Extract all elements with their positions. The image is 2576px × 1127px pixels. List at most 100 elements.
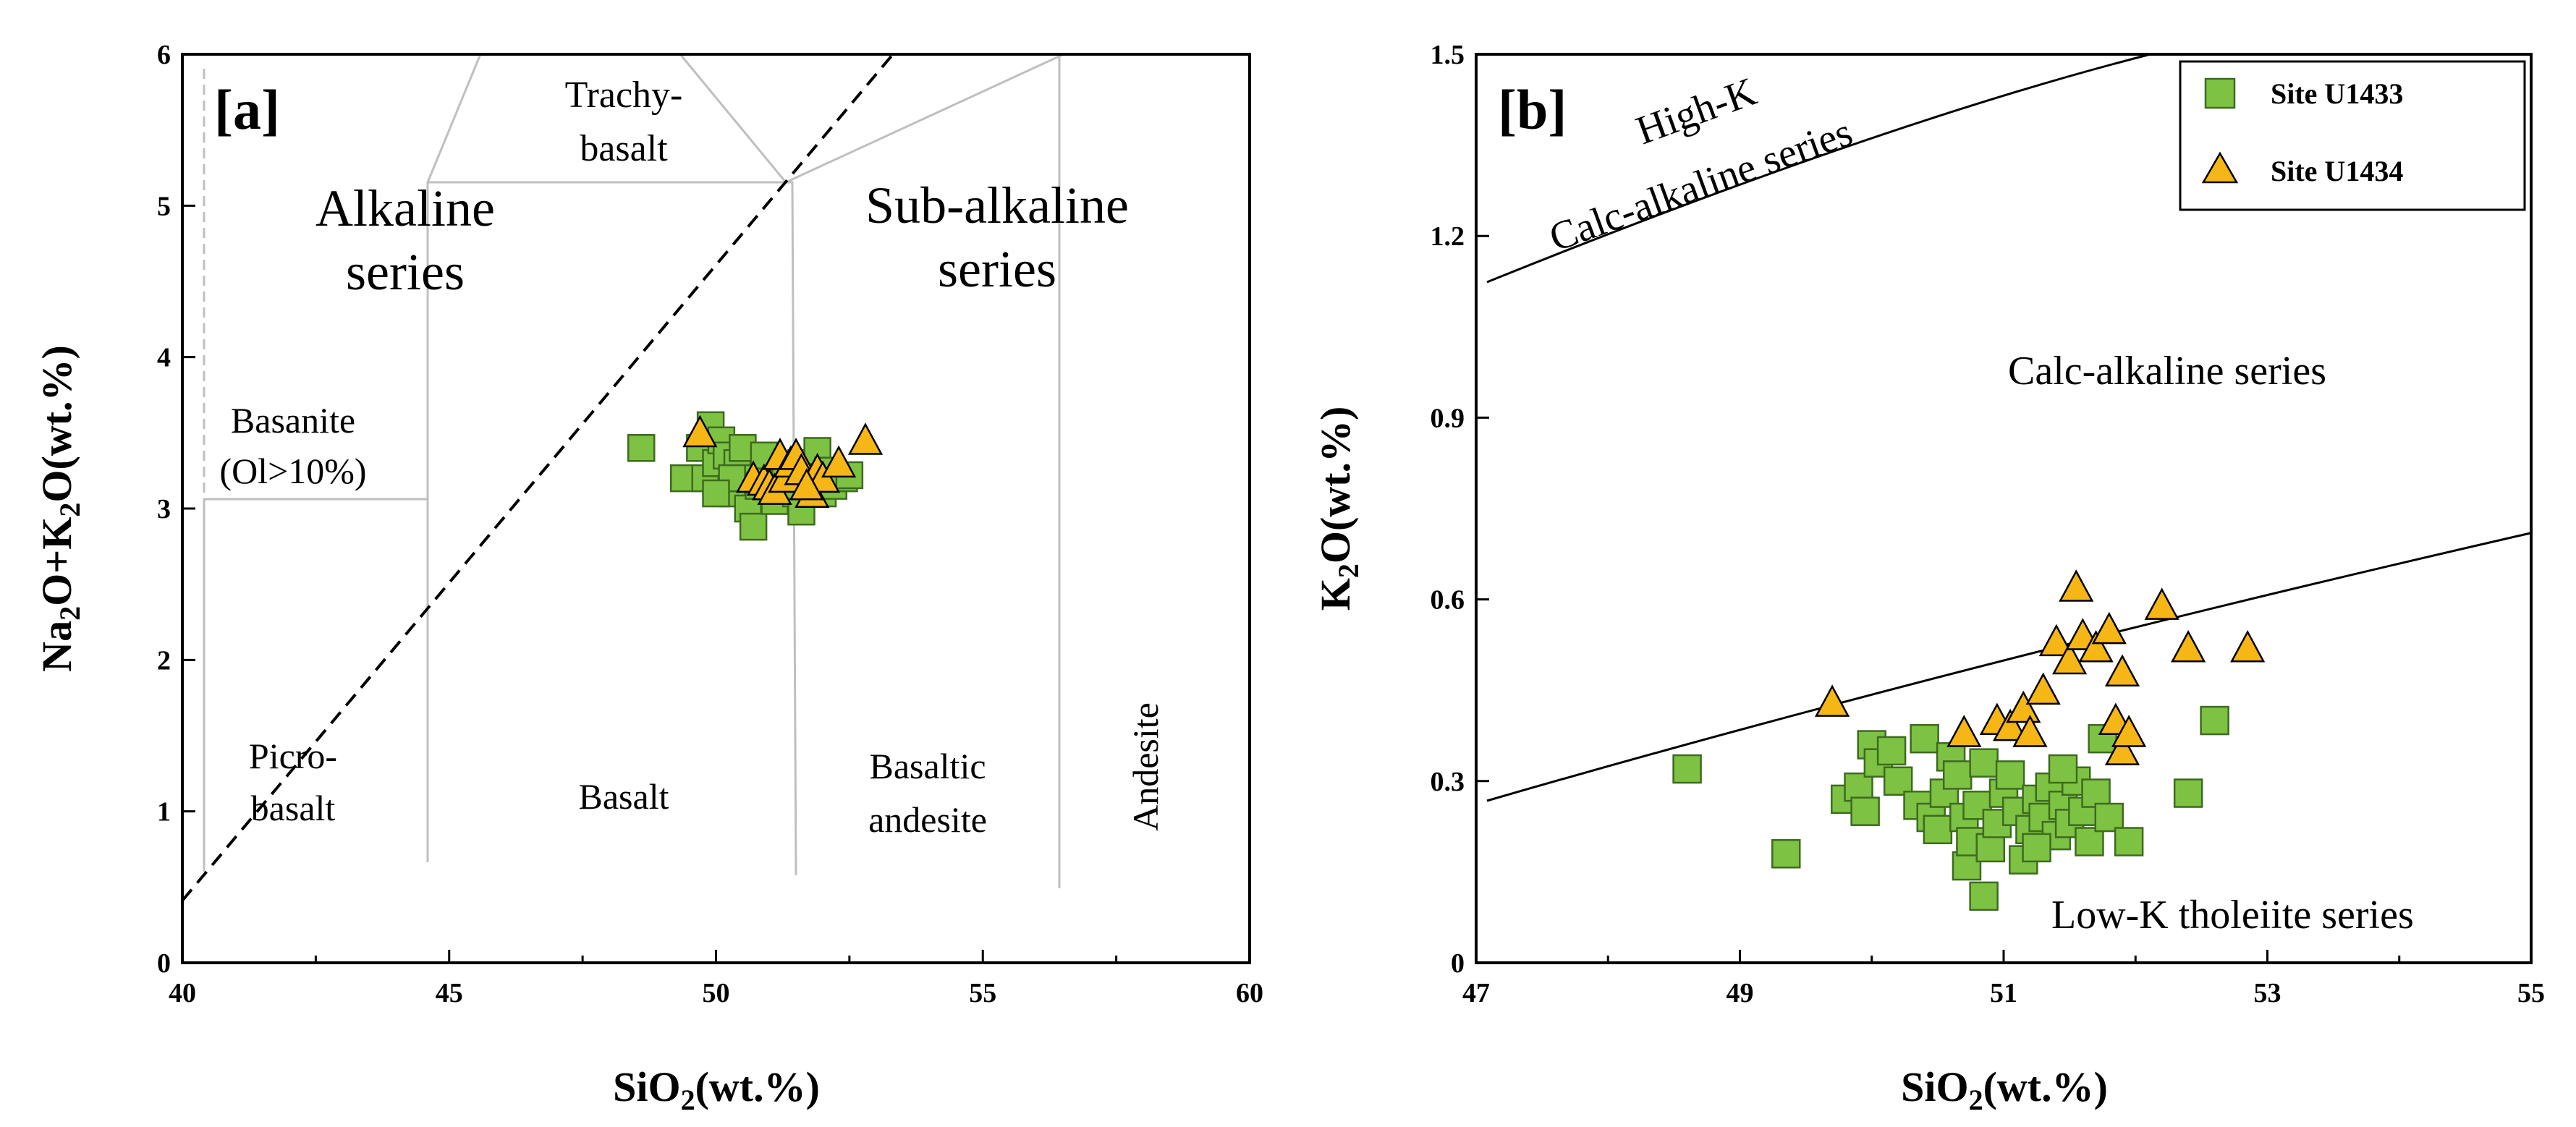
legend-marker-u1434	[2201, 151, 2239, 184]
y-axis-label-part: O+K	[33, 517, 80, 606]
point-site-u1433	[1975, 833, 2006, 863]
x-tick-label: 47	[1462, 978, 1490, 1008]
point-site-u1434	[2111, 715, 2147, 747]
field-label-trachy: Trachy-	[565, 75, 683, 116]
legend-marker-u1433	[2204, 77, 2236, 109]
x-tick-label: 50	[703, 978, 730, 1008]
high-k-boundary-curve	[1486, 53, 2151, 284]
y-tick-label: 0.9	[1431, 403, 1465, 433]
point-site-u1434	[2012, 715, 2048, 747]
field-label-subalkaline-series: series	[938, 240, 1056, 298]
point-site-u1433	[1995, 760, 2025, 790]
point-site-u1434	[789, 467, 824, 501]
field-label-alkaline-series: series	[346, 243, 465, 301]
field-label-high-k: High-K	[1630, 69, 1762, 153]
point-site-u1434	[2144, 587, 2179, 620]
field-label-alkaline: Alkaline	[315, 179, 495, 237]
point-site-u1433	[1876, 736, 1907, 766]
field-label-trachy-basalt: basalt	[580, 128, 668, 169]
y-axis-label-part: O(wt.%)	[1312, 407, 1359, 564]
field-label-basalt: Basalt	[579, 776, 669, 817]
x-tick-label: 53	[2254, 978, 2281, 1008]
point-site-u1434	[2038, 624, 2074, 657]
point-site-u1434	[2006, 690, 2041, 723]
point-site-u1434	[2078, 629, 2114, 663]
field-label-calc-alkaline: Calc-alkaline series	[2008, 349, 2326, 394]
point-site-u1434	[2025, 672, 2061, 705]
low-k-boundary-curve	[1486, 532, 2531, 802]
y-axis-label-part: O(wt.%)	[33, 345, 80, 502]
x-tick-label: 45	[436, 978, 463, 1008]
point-site-u1434	[821, 445, 857, 478]
point-site-u1434	[2059, 569, 2094, 602]
axis-ticks-b: 47 49 51 53 55 0 0.3 0.6 0.9 1.2 1.5	[1431, 40, 2546, 1008]
point-site-u1434	[2104, 733, 2140, 765]
point-site-u1433	[1923, 815, 1953, 845]
point-site-u1433	[2094, 802, 2124, 833]
point-site-u1433	[2173, 778, 2203, 808]
field-label-andesite: Andesite	[1125, 702, 1166, 831]
point-site-u1433	[1771, 839, 1801, 869]
y-tick-label: 0	[157, 948, 171, 979]
point-site-u1434	[2104, 654, 2140, 687]
x-tick-label: 55	[2517, 978, 2545, 1008]
x-tick-label: 51	[1990, 978, 2017, 1008]
x-tick-label: 55	[969, 978, 996, 1008]
data-points-a	[627, 411, 884, 541]
panel-label-b: [b]	[1498, 78, 1567, 141]
y-axis-label-part: Na	[33, 621, 80, 672]
x-tick-label: 60	[1236, 978, 1263, 1008]
field-label-ol: (Ol>10%)	[219, 451, 366, 491]
x-tick-label: 49	[1726, 978, 1754, 1008]
x-axis-label-a: SiO2(wt.%)	[613, 1063, 820, 1116]
field-label-low-k-tholeiite: Low-K tholeiite series	[2051, 893, 2414, 937]
y-tick-label: 0.6	[1431, 585, 1465, 616]
field-label-picro: Picro-	[249, 736, 337, 776]
y-tick-label: 0	[1451, 948, 1465, 979]
point-site-u1433	[2081, 778, 2111, 808]
y-axis-label-a: Na2O+K2O(wt.%)	[33, 345, 86, 672]
field-label-basanite: Basanite	[231, 400, 355, 441]
point-site-u1433	[2022, 833, 2051, 863]
legend-box	[2179, 60, 2526, 211]
point-site-u1433	[1969, 881, 1999, 911]
x-tick-label: 40	[169, 978, 196, 1008]
y-tick-label: 2	[157, 645, 171, 676]
legend-label-u1434: Site U1434	[2271, 155, 2403, 187]
point-site-u1433	[2048, 754, 2078, 784]
point-site-u1434	[682, 414, 718, 448]
field-label-subalkaline: Sub-alkaline	[865, 177, 1129, 234]
point-site-u1433	[1883, 766, 1913, 796]
y-axis-label-part: K	[1312, 578, 1359, 611]
field-label-picro-basalt: basalt	[251, 788, 336, 828]
y-tick-label: 3	[157, 494, 171, 524]
point-site-u1433	[1672, 754, 1702, 784]
y-tick-label: 4	[157, 343, 171, 373]
y-axis-label-b: K2O(wt.%)	[1312, 407, 1365, 611]
point-site-u1434	[847, 422, 884, 455]
point-site-u1434	[1946, 715, 1982, 747]
point-site-u1433	[627, 434, 656, 462]
point-site-u1433	[2075, 827, 2104, 856]
point-site-u1433	[1910, 723, 1939, 754]
y-tick-label: 1.2	[1431, 221, 1465, 252]
classification-field-lines	[203, 53, 1064, 888]
point-site-u1434	[2091, 611, 2127, 645]
y-axis-label-part: 2	[1332, 564, 1365, 578]
point-site-u1434	[1993, 708, 2028, 741]
legend: Site U1433 Site U1434	[2179, 60, 2526, 211]
point-site-u1434	[2230, 629, 2266, 663]
point-site-u1434	[1814, 684, 1850, 717]
legend-label-u1433: Site U1433	[2271, 77, 2403, 110]
data-points-b	[1672, 569, 2266, 911]
point-site-u1433	[1969, 748, 1999, 778]
field-label-basaltic: Basaltic	[869, 746, 986, 786]
point-site-u1433	[739, 512, 768, 541]
panel-label-a: [a]	[214, 78, 280, 141]
point-site-u1433	[1942, 760, 1973, 790]
point-site-u1433	[1850, 796, 1880, 826]
y-tick-label: 1	[157, 797, 171, 828]
